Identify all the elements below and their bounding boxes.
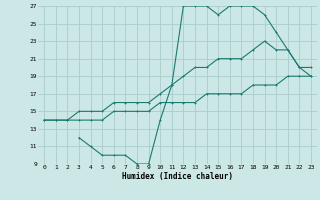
X-axis label: Humidex (Indice chaleur): Humidex (Indice chaleur) bbox=[122, 172, 233, 181]
